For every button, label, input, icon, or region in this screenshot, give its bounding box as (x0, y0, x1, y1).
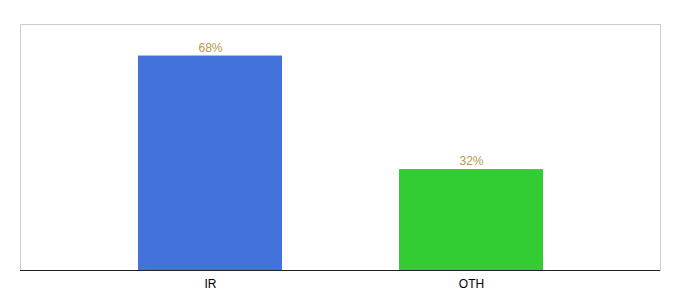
svg-text:32%: 32% (459, 154, 483, 168)
svg-text:IR: IR (205, 277, 217, 291)
svg-text:OTH: OTH (459, 277, 484, 291)
svg-text:68%: 68% (198, 41, 222, 55)
